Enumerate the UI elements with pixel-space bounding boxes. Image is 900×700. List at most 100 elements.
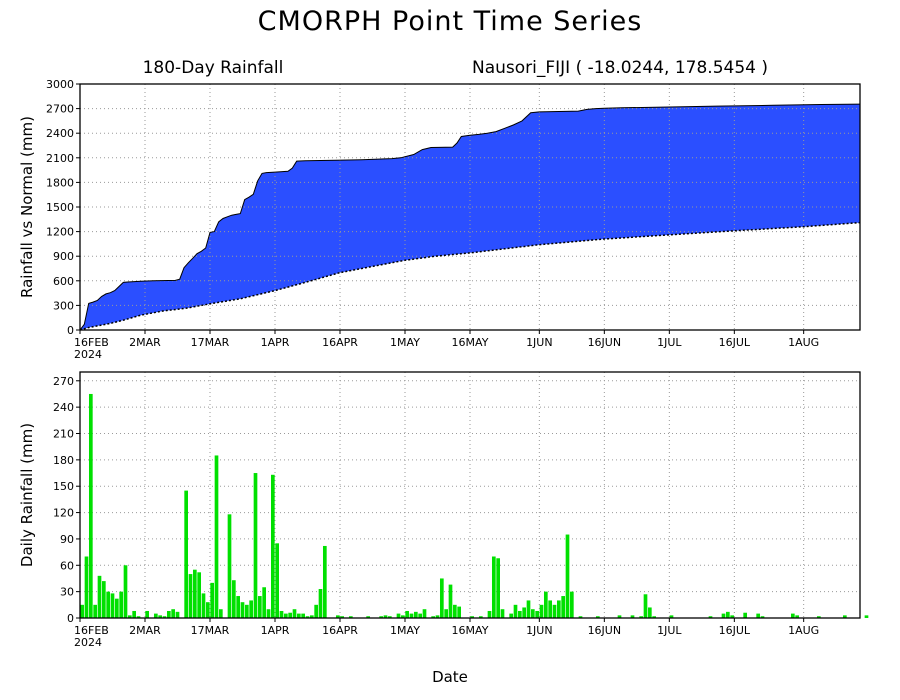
top-xtick-label: 1JUN — [526, 336, 553, 349]
top-ytick-label: 600 — [53, 275, 74, 288]
daily-rain-bar — [231, 580, 236, 618]
daily-rain-bar — [457, 606, 461, 618]
bottom-xtick-label: 1JUL — [657, 624, 682, 637]
bottom-ytick-label: 90 — [60, 533, 74, 546]
daily-rain-bar — [270, 474, 275, 618]
daily-rain-bar — [743, 612, 748, 618]
daily-rain-bar — [387, 616, 392, 618]
top-ytick-label: 2100 — [46, 152, 74, 165]
daily-rain-bar — [756, 613, 761, 618]
top-xtick-label: 16JUL — [719, 336, 751, 349]
daily-rain-bar — [418, 613, 422, 618]
bottom-ytick-label: 0 — [67, 612, 74, 625]
daily-rain-bar — [123, 565, 128, 618]
bottom-xtick-label: 16JUN — [588, 624, 622, 637]
daily-rain-bar — [552, 604, 557, 618]
bottom-ytick-label: 120 — [53, 507, 74, 520]
observed-cumulative-line — [79, 103, 861, 331]
daily-rain-bar — [630, 615, 635, 618]
top-xtick-label: 16FEB — [74, 336, 109, 349]
daily-rain-bar — [244, 604, 249, 618]
x-axis-label: Date — [432, 668, 468, 686]
daily-rain-bar — [444, 609, 448, 618]
daily-rain-bar — [88, 393, 93, 618]
daily-rain-bar — [790, 613, 795, 618]
daily-rain-bar — [84, 556, 89, 618]
daily-rain-bar — [348, 616, 353, 618]
bottom-ytick-label: 240 — [53, 401, 74, 414]
daily-rain-bar — [478, 616, 483, 618]
daily-rain-bar — [227, 514, 232, 618]
daily-rain-bar — [153, 613, 158, 618]
daily-rain-bar — [145, 610, 149, 618]
top-xtick-label: 16JUN — [588, 336, 622, 349]
surplus-area — [80, 104, 860, 330]
daily-rain-bar — [795, 615, 800, 618]
daily-rain-bar — [305, 616, 310, 618]
cumulative-rainfall-panel: 0 300 600 900 1200 1500 1800 2100 2400 2700 3000 16… — [46, 78, 861, 361]
top-ytick-label: 1500 — [46, 201, 74, 214]
daily-rain-bar — [296, 613, 301, 618]
daily-rain-bar — [119, 591, 124, 618]
daily-rain-bar — [647, 607, 652, 618]
daily-rain-bar — [322, 545, 327, 618]
daily-rain-bar — [192, 569, 197, 618]
bottom-xtick-label: 1MAY — [390, 624, 420, 637]
daily-rain-bar — [617, 615, 622, 618]
daily-rain-bar — [669, 615, 674, 618]
daily-rain-bar — [760, 616, 765, 618]
daily-rain-bar — [266, 609, 271, 618]
daily-rain-bar — [413, 611, 418, 618]
daily-rain-bar — [171, 609, 175, 618]
daily-rain-bar — [240, 602, 245, 618]
top-xtick-sublabel: 2024 — [74, 348, 102, 361]
daily-rain-bar — [405, 610, 409, 618]
daily-rain-bar — [197, 572, 201, 618]
bottom-ytick-label: 180 — [53, 454, 74, 467]
daily-rain-bar — [214, 455, 219, 618]
bottom-xtick-label: 1APR — [261, 624, 290, 637]
bottom-ytick-label: 30 — [60, 586, 74, 599]
bottom-xtick-label: 17MAR — [191, 624, 230, 637]
top-xtick-label: 1APR — [261, 336, 290, 349]
top-ytick-label: 3000 — [46, 78, 74, 91]
bottom-xtick-label: 16JUL — [719, 624, 751, 637]
daily-rain-bar — [162, 616, 167, 618]
bottom-xtick-label: 2MAR — [129, 624, 161, 637]
daily-rain-bar — [201, 593, 206, 618]
daily-rain-bar — [561, 596, 566, 618]
daily-rain-bar — [93, 604, 98, 618]
top-ytick-label: 0 — [67, 324, 74, 337]
daily-rain-bar — [400, 615, 405, 618]
bottom-ytick-label: 270 — [53, 375, 74, 388]
chart-subtitle-left: 180-Day Rainfall — [143, 58, 284, 78]
chart-title: CMORPH Point Time Series — [258, 6, 643, 37]
daily-rain-bar — [166, 610, 171, 618]
daily-rain-bar — [301, 613, 305, 618]
daily-rain-bar — [448, 584, 453, 618]
daily-rain-bar — [535, 610, 540, 618]
normal-cumulative-line — [79, 221, 861, 331]
daily-rain-bar — [816, 616, 821, 618]
daily-rain-bar — [530, 609, 535, 618]
daily-rain-bar — [452, 604, 457, 618]
bottom-xtick-label: 16FEB — [74, 624, 109, 637]
daily-rain-bar — [730, 615, 735, 618]
daily-rain-bar — [396, 613, 401, 618]
daily-rain-bar — [218, 609, 223, 618]
daily-rain-bar — [158, 615, 162, 618]
daily-rain-bar — [283, 613, 288, 618]
daily-rain-bar — [487, 610, 492, 618]
daily-rain-bar — [652, 616, 657, 618]
daily-rain-bar — [110, 593, 115, 618]
daily-rain-bar — [366, 616, 370, 618]
daily-rain-bar — [431, 616, 435, 618]
daily-rain-bar — [340, 616, 344, 618]
daily-rain-bar — [106, 591, 111, 618]
daily-rain-bar — [517, 610, 522, 618]
daily-rain-bar — [262, 587, 266, 618]
bottom-xtick-label: 16APR — [322, 624, 358, 637]
daily-rain-bar — [288, 612, 292, 618]
daily-rain-bar — [205, 602, 210, 618]
